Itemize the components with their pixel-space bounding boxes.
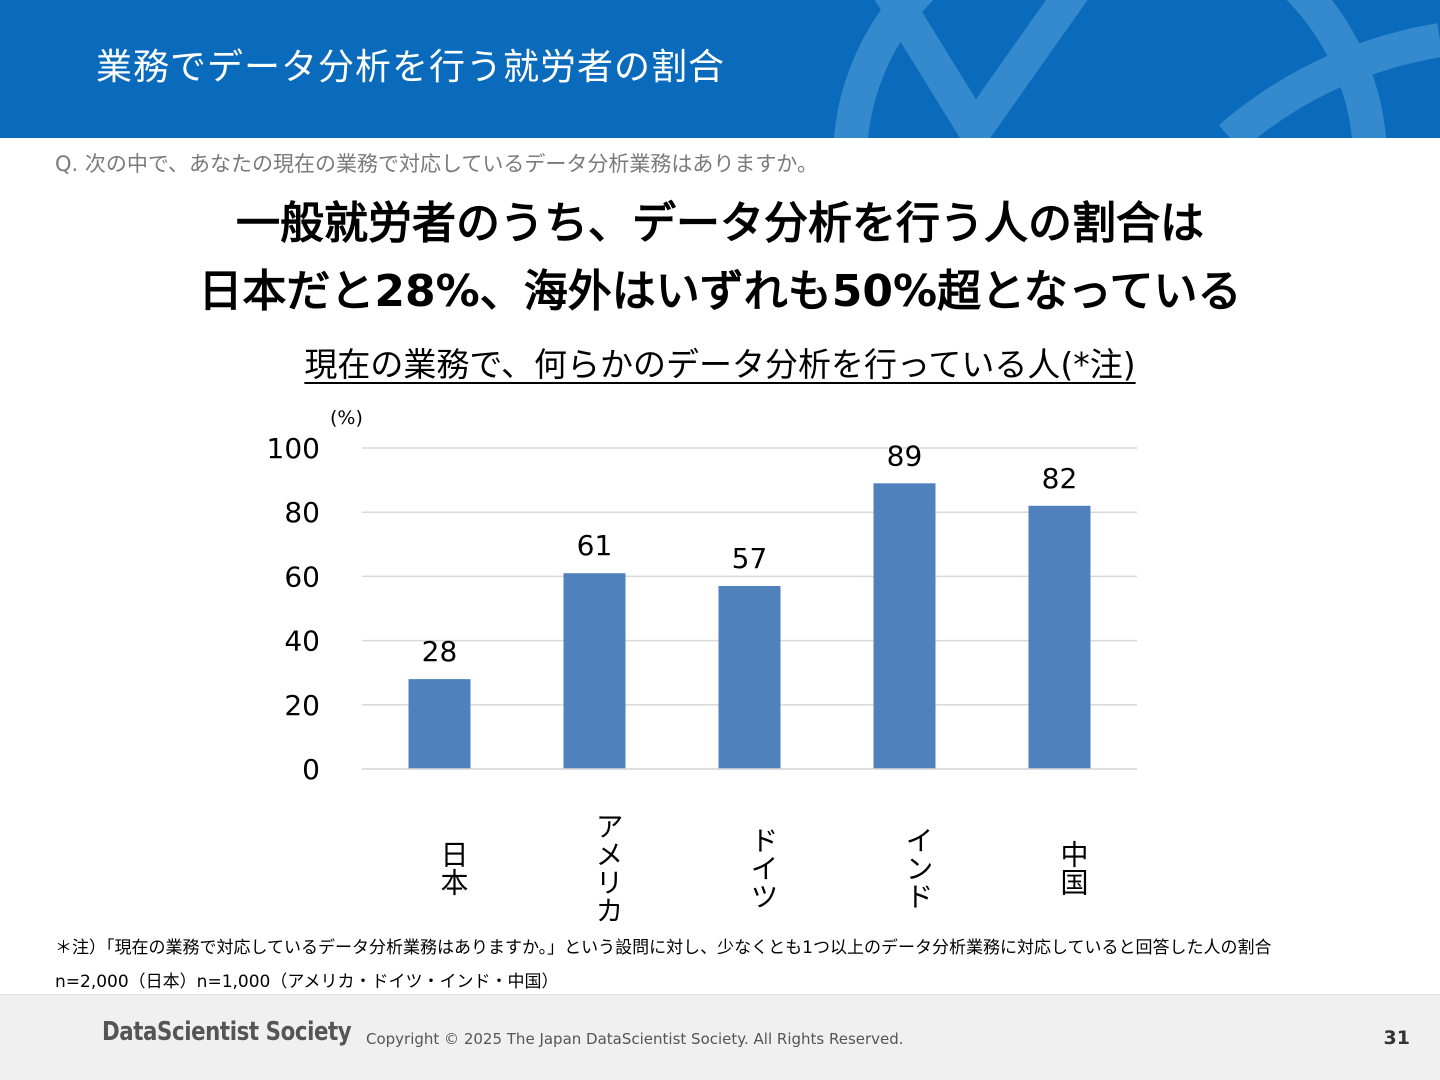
bar: [408, 679, 471, 769]
y-tick-label: 60: [284, 560, 320, 593]
x-category-label: 日本: [436, 840, 470, 896]
y-tick-label: 40: [284, 625, 320, 658]
data-label: 57: [732, 542, 768, 575]
footer-copyright: Copyright © 2025 The Japan DataScientist…: [366, 1030, 904, 1048]
data-label: 89: [887, 439, 923, 472]
page-number: 31: [1383, 1027, 1410, 1049]
headline: 一般就労者のうち、データ分析を行う人の割合は 日本だと28%、海外はいずれも50…: [0, 190, 1440, 326]
footer: DataScientist Society Copyright © 2025 T…: [0, 994, 1440, 1080]
y-tick-label: 80: [284, 496, 320, 529]
x-category-label: 中国: [1056, 840, 1090, 896]
footnote-sample: n=2,000（日本）n=1,000（アメリカ・ドイツ・インド・中国）: [55, 972, 559, 992]
footnote-note: ＊注）「現在の業務で対応しているデータ分析業務はありますか。」という設問に対し、…: [55, 938, 1272, 958]
header-decoration: [833, 0, 1440, 138]
footer-logo: DataScientist Society: [102, 1017, 352, 1047]
data-label: 61: [577, 529, 613, 562]
survey-question: Q. 次の中で、あなたの現在の業務で対応しているデータ分析業務はありますか。: [55, 152, 818, 176]
header-band: 業務でデータ分析を行う就労者の割合: [0, 0, 1440, 138]
y-tick-label: 100: [267, 432, 320, 465]
x-category-label: ドイツ: [746, 826, 780, 910]
data-label: 82: [1042, 462, 1078, 495]
x-category-label: インド: [901, 826, 935, 910]
bar-chart: 0 20 40 60 80 100 (%) 28 61 57 89 82: [267, 407, 1137, 786]
y-axis-label: (%): [330, 407, 363, 429]
data-label: 28: [422, 635, 458, 668]
x-category-label: アメリカ: [591, 812, 625, 924]
y-tick-label: 0: [302, 753, 320, 786]
bar: [718, 586, 781, 769]
chart-subheading-text: 現在の業務で、何らかのデータ分析を行っている人(*注): [304, 345, 1136, 384]
slide-title: 業務でデータ分析を行う就労者の割合: [96, 47, 726, 88]
bar: [1028, 505, 1091, 769]
headline-line-2: 日本だと28%、海外はいずれも50%超となっている: [198, 266, 1242, 317]
headline-line-1: 一般就労者のうち、データ分析を行う人の割合は: [236, 198, 1204, 249]
bar: [873, 483, 936, 769]
bar: [563, 573, 626, 769]
y-tick-label: 20: [284, 689, 320, 722]
chart-subheading: 現在の業務で、何らかのデータ分析を行っている人(*注): [0, 338, 1440, 386]
